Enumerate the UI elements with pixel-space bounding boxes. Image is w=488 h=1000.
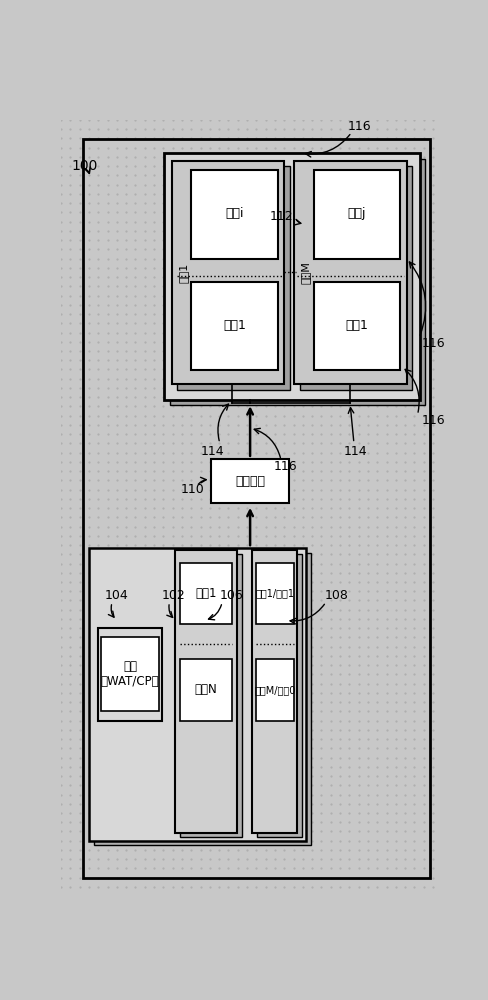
Bar	[256, 659, 293, 721]
Text: 116: 116	[274, 460, 298, 473]
Text: 114: 114	[344, 445, 367, 458]
Text: 104: 104	[104, 589, 128, 602]
Bar	[180, 659, 232, 721]
Text: 步骤1: 步骤1	[179, 262, 188, 283]
Text: 106: 106	[220, 589, 244, 602]
Text: 110: 110	[181, 483, 205, 496]
Text: 108: 108	[325, 589, 348, 602]
Text: 测量1: 测量1	[195, 587, 217, 600]
Bar	[177, 166, 289, 389]
Text: 步骤M: 步骤M	[300, 261, 310, 284]
Text: 工具1: 工具1	[223, 319, 246, 332]
Bar	[98, 628, 162, 721]
Text: 116: 116	[347, 120, 371, 133]
Text: 步骤M/工具0: 步骤M/工具0	[254, 685, 296, 695]
Text: 步骤1/工具1: 步骤1/工具1	[255, 589, 294, 599]
Bar	[211, 459, 289, 503]
Bar	[180, 554, 242, 837]
Bar	[180, 563, 232, 624]
Bar	[102, 637, 159, 711]
Bar	[300, 166, 412, 389]
Bar	[175, 550, 237, 833]
Text: 100: 100	[72, 159, 98, 173]
Text: 统计流程: 统计流程	[235, 475, 265, 488]
Text: 测量N: 测量N	[195, 683, 217, 696]
Bar	[314, 170, 401, 259]
Bar	[294, 161, 407, 384]
Bar	[89, 548, 306, 841]
Bar	[314, 282, 401, 370]
Bar	[257, 554, 302, 837]
Text: 116: 116	[421, 337, 445, 350]
Text: 116: 116	[421, 414, 445, 427]
Bar	[169, 158, 425, 405]
Text: 102: 102	[162, 589, 185, 602]
Bar	[256, 563, 293, 624]
Bar	[191, 282, 278, 370]
Bar	[94, 553, 310, 845]
Bar	[172, 161, 284, 384]
Bar	[164, 153, 420, 400]
Text: 112: 112	[270, 210, 293, 223]
Text: 工具i: 工具i	[225, 207, 244, 220]
Text: 响应
（WAT/CP）: 响应 （WAT/CP）	[101, 660, 159, 688]
Text: 114: 114	[200, 445, 224, 458]
Text: 工具j: 工具j	[348, 207, 366, 220]
Bar	[252, 550, 297, 833]
Text: 工具1: 工具1	[346, 319, 368, 332]
Bar	[191, 170, 278, 259]
